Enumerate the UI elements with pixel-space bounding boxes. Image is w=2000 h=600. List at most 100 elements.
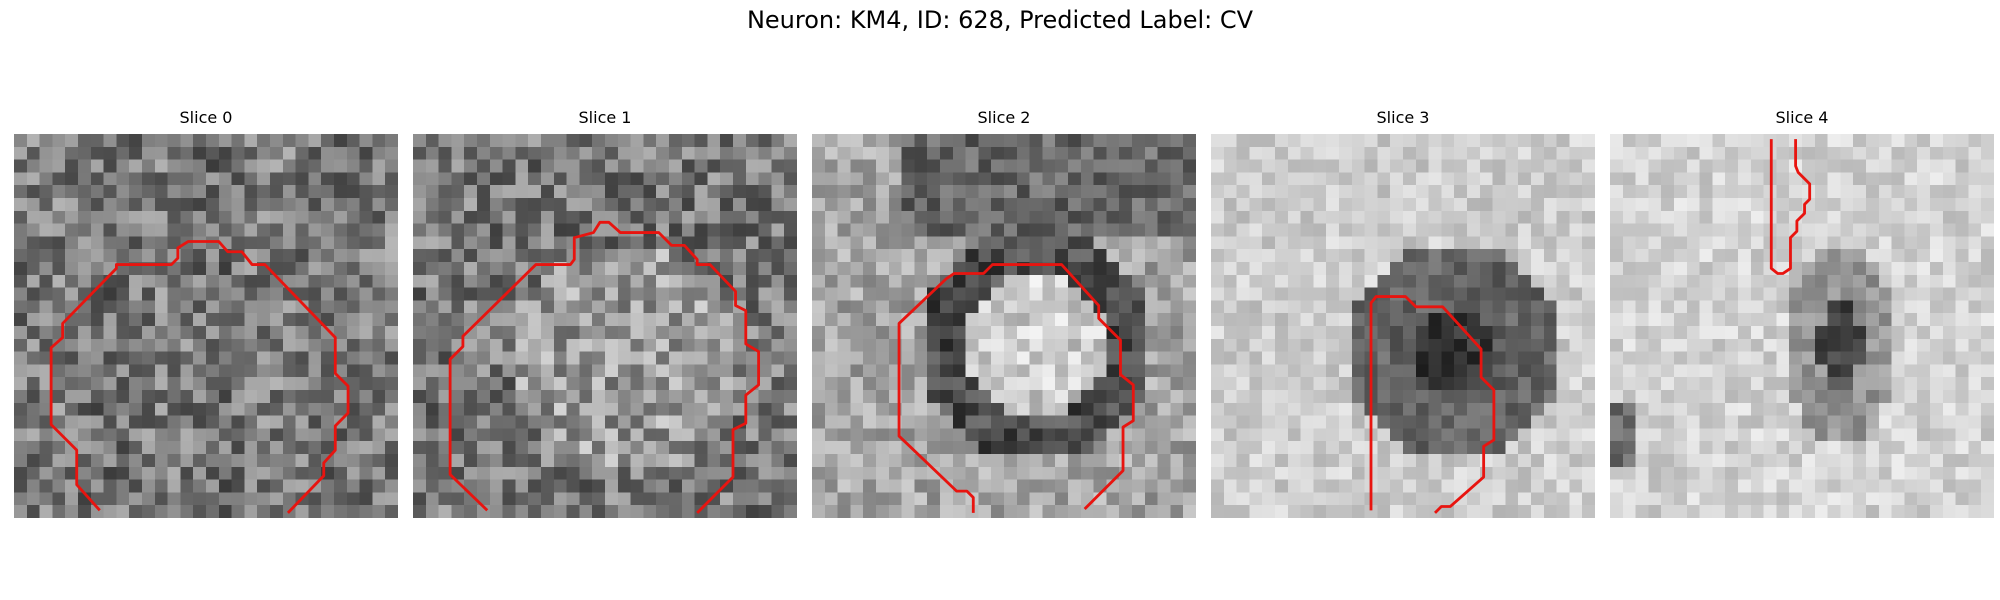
pixel <box>927 172 941 186</box>
pixel <box>413 415 427 429</box>
pixel <box>1287 300 1301 314</box>
pixel <box>1738 326 1752 340</box>
pixel <box>438 479 452 493</box>
pixel <box>940 223 954 237</box>
pixel <box>295 454 309 468</box>
pixel <box>656 377 670 391</box>
pixel <box>1080 159 1094 173</box>
pixel <box>1042 505 1056 518</box>
pixel <box>694 146 708 160</box>
pixel <box>771 364 785 378</box>
pixel <box>1878 198 1892 212</box>
pixel <box>282 364 296 378</box>
pixel <box>1403 159 1417 173</box>
pixel <box>1042 326 1056 340</box>
pixel <box>308 134 322 148</box>
pixel <box>1531 466 1545 480</box>
pixel <box>1712 351 1726 365</box>
pixel <box>1699 505 1713 518</box>
pixel <box>579 300 593 314</box>
pixel <box>617 479 631 493</box>
pixel <box>1866 223 1880 237</box>
pixel <box>1223 441 1237 455</box>
pixel <box>282 326 296 340</box>
pixel <box>1582 390 1595 404</box>
pixel <box>1441 390 1455 404</box>
pixel <box>940 134 954 148</box>
pixel <box>579 274 593 288</box>
pixel <box>1106 172 1120 186</box>
pixel <box>1699 223 1713 237</box>
pixel <box>14 287 28 301</box>
pixel <box>592 492 606 506</box>
pixel <box>617 466 631 480</box>
pixel <box>1763 326 1777 340</box>
pixel <box>888 505 902 518</box>
pixel <box>1840 146 1854 160</box>
pixel <box>1917 505 1931 518</box>
pixel <box>65 428 79 442</box>
pixel <box>1093 390 1107 404</box>
pixel <box>952 454 966 468</box>
pixel <box>978 236 992 250</box>
pixel <box>1004 210 1018 224</box>
pixel <box>1891 249 1905 263</box>
pixel <box>1106 262 1120 276</box>
pixel <box>1776 505 1790 518</box>
pixel <box>940 287 954 301</box>
pixel <box>477 402 491 416</box>
pixel <box>669 185 683 199</box>
pixel <box>888 134 902 148</box>
pixel <box>154 223 168 237</box>
pixel <box>1556 185 1570 199</box>
pixel <box>103 287 117 301</box>
pixel <box>142 415 156 429</box>
pixel <box>1080 210 1094 224</box>
pixel <box>1582 402 1595 416</box>
pixel <box>1981 185 1994 199</box>
pixel <box>528 492 542 506</box>
pixel <box>1981 454 1994 468</box>
pixel <box>14 479 28 493</box>
pixel <box>720 428 734 442</box>
pixel <box>142 146 156 160</box>
pixel <box>617 236 631 250</box>
pixel <box>464 236 478 250</box>
pixel <box>991 441 1005 455</box>
pixel <box>1840 505 1854 518</box>
pixel <box>372 479 386 493</box>
pixel <box>1556 428 1570 442</box>
pixel <box>477 134 491 148</box>
pixel <box>1428 313 1442 327</box>
pixel <box>1275 428 1289 442</box>
pixel <box>1029 198 1043 212</box>
pixel <box>1080 146 1094 160</box>
pixel <box>1262 402 1276 416</box>
pixel <box>707 428 721 442</box>
pixel <box>1492 249 1506 263</box>
pixel <box>1582 492 1595 506</box>
pixel <box>464 262 478 276</box>
pixel <box>888 274 902 288</box>
pixel <box>1287 262 1301 276</box>
pixel <box>489 326 503 340</box>
pixel <box>1518 338 1532 352</box>
pixel <box>193 134 207 148</box>
pixel <box>1055 466 1069 480</box>
pixel <box>1144 287 1158 301</box>
pixel <box>167 146 181 160</box>
pixel <box>477 479 491 493</box>
pixel <box>1093 274 1107 288</box>
pixel <box>720 466 734 480</box>
pixel <box>1339 223 1353 237</box>
pixel <box>1029 415 1043 429</box>
pixel <box>270 454 284 468</box>
pixel <box>142 479 156 493</box>
pixel <box>1211 492 1225 506</box>
pixel <box>630 134 644 148</box>
pixel <box>1917 402 1931 416</box>
pixel <box>1106 287 1120 301</box>
pixel <box>1610 300 1624 314</box>
pixel <box>1492 198 1506 212</box>
pixel <box>771 428 785 442</box>
